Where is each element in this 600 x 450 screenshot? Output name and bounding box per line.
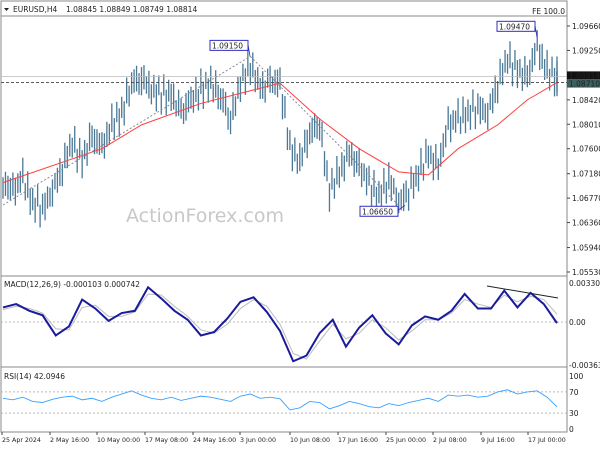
- trendline-fall: [249, 56, 400, 206]
- price-annotation: 1.09150: [212, 41, 243, 50]
- price-annotation-box: [359, 205, 399, 217]
- fe-label: FE 100.0: [532, 7, 565, 16]
- price-tick-label: 1.09660: [572, 22, 600, 31]
- macd-tick-label: -0.003635: [569, 361, 600, 370]
- time-tick-label: 10 May 00:00: [97, 437, 140, 444]
- symbol-label: EURUSD,H4: [13, 5, 57, 14]
- rsi-tick-label: 100: [569, 372, 584, 381]
- price-tick-label: 1.05940: [572, 244, 600, 253]
- time-tick-label: 25 Apr 2024: [2, 437, 41, 444]
- macd-tick-label: 0.00: [569, 318, 586, 327]
- price-tick-label: 1.09250: [572, 46, 600, 55]
- price-annotation: 1.06650: [362, 207, 393, 216]
- rsi-tick-label: 30: [569, 409, 579, 418]
- price-tick-label: 1.07180: [572, 170, 600, 179]
- ma-value: 1.08710: [569, 80, 600, 89]
- time-tick-label: 17 May 08:00: [145, 437, 188, 444]
- price-tick-label: 1.07600: [572, 145, 600, 154]
- rsi-tick-label: 0: [569, 425, 574, 434]
- price-tick-label: 1.06360: [572, 219, 600, 228]
- price-tick-label: 1.05530: [572, 268, 600, 277]
- time-tick-label: 24 May 16:00: [193, 437, 236, 444]
- price-annotation: 1.09470: [499, 22, 530, 31]
- trendline-rise: [2, 55, 251, 206]
- price-tick-label: 1.06770: [572, 194, 600, 203]
- rsi-line: [2, 389, 558, 411]
- ohlc-values: 1.08845 1.08849 1.08749 1.08814: [66, 5, 197, 14]
- macd-divergence-line: [486, 285, 559, 299]
- time-tick-label: 17 Jun 16:00: [338, 437, 378, 444]
- macd-tick-label: 0.003308: [569, 279, 600, 288]
- rsi-tick-label: 70: [569, 388, 579, 397]
- time-tick-label: 17 Jul 00:00: [528, 437, 566, 444]
- time-tick-label: 10 Jun 08:00: [290, 437, 330, 444]
- macd-signal-line: [2, 293, 558, 360]
- annotation-leader: [534, 25, 538, 38]
- rsi-label: RSI(14) 42.0946: [4, 372, 65, 381]
- price-tick-label: 1.08010: [572, 120, 600, 129]
- annotation-leader: [397, 204, 406, 211]
- current-price-tag: [567, 71, 600, 80]
- dropdown-arrow-icon[interactable]: [4, 8, 9, 11]
- moving-average-line: [2, 82, 558, 184]
- watermark: ActionForex.com: [126, 205, 284, 227]
- time-tick-label: 2 May 16:00: [50, 437, 89, 444]
- time-tick-label: 25 Jun 00:00: [386, 437, 426, 444]
- time-tick-label: 9 Jul 16:00: [481, 437, 515, 444]
- current-price-value: 1.08814: [569, 71, 600, 80]
- time-tick-label: 2 Jul 08:00: [433, 437, 467, 444]
- time-tick-label: 3 Jun 00:00: [240, 437, 276, 444]
- macd-label: MACD(12,26,9) -0.000103 0.000742: [4, 280, 140, 289]
- macd-line: [2, 285, 558, 363]
- chart-frame: [0, 0, 568, 433]
- price-tick-label: 1.08420: [572, 96, 600, 105]
- ma-value-tag: [567, 79, 600, 88]
- annotation-leader: [247, 44, 251, 57]
